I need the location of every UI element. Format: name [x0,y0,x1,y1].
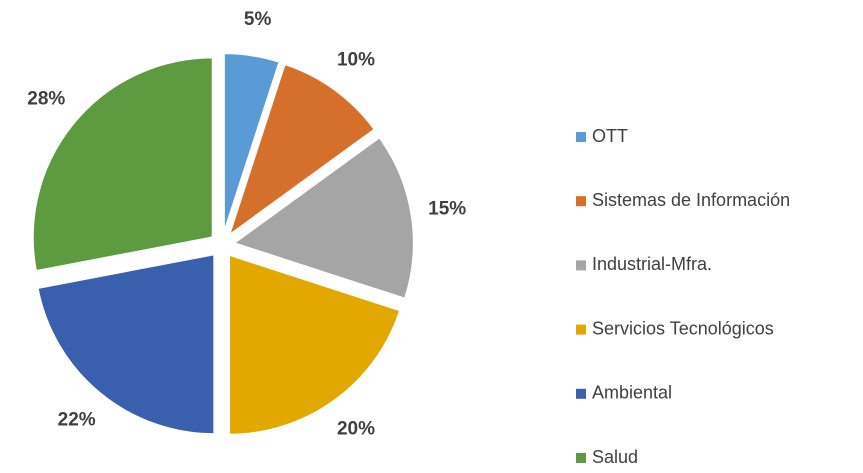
legend-label: Sistemas de Información [592,190,790,210]
legend-swatch [576,324,586,335]
pie-slice [231,135,415,301]
data-label: 22% [58,410,96,431]
legend-swatch [576,260,586,271]
data-label: 20% [337,418,375,439]
legend-label: Industrial-Mfra. [592,254,712,274]
data-label: 15% [428,198,466,219]
legend-swatch [576,453,586,463]
legend-label: Salud [592,447,638,467]
pie-slice [31,56,214,273]
legend-swatch [576,196,586,207]
pie-slice [36,253,216,436]
legend-label: Servicios Tecnológicos [592,318,774,338]
pie-slice [228,253,402,436]
legend-label: Ambiental [592,383,672,403]
legend-swatch [576,388,586,399]
pie-slice [227,62,377,238]
data-label: 28% [27,89,65,110]
pie-slice [222,52,281,234]
data-label: 5% [244,9,272,30]
data-label: 10% [337,50,375,71]
legend-swatch [576,132,586,142]
legend-label: OTT [592,126,628,146]
